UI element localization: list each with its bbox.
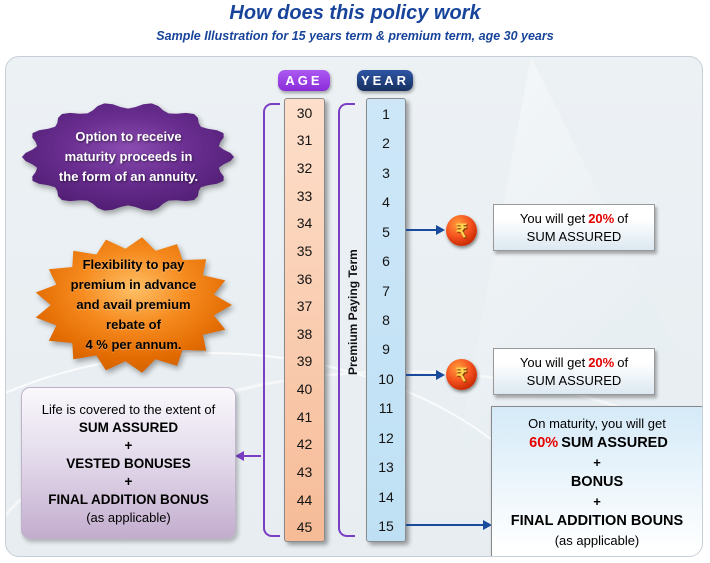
year-column-header: YEAR (357, 70, 413, 91)
age-cell: 37 (296, 298, 313, 315)
payout-box-year5: You will get 20% of SUM ASSURED (493, 204, 655, 251)
age-column: 30 31 32 33 34 35 36 37 38 39 40 41 42 43 44 45 (284, 98, 325, 542)
age-cell: 41 (296, 408, 313, 425)
life-cover-arrowhead (235, 451, 244, 461)
age-cell: 34 (296, 215, 313, 232)
year-cell: 3 (382, 164, 390, 181)
age-cell: 31 (296, 132, 313, 149)
starburst-shape (22, 103, 234, 211)
year-cell: 5 (382, 223, 390, 240)
year-column: 1 2 3 4 5 6 7 8 9 10 11 12 13 14 15 (366, 98, 406, 542)
rupee-coin-icon: ₹ (446, 359, 477, 390)
year5-arrow-line (406, 229, 436, 231)
year-cell: 6 (382, 253, 390, 270)
life-cover-arrow-line (243, 455, 261, 457)
age-bracket (263, 103, 280, 537)
year-cell: 14 (378, 488, 394, 505)
year5-arrowhead (436, 225, 445, 235)
maturity-arrowhead (483, 520, 492, 530)
age-cell: 30 (296, 104, 313, 121)
page-subtitle: Sample Illustration for 15 years term & … (156, 29, 554, 43)
year-cell: 2 (382, 135, 390, 152)
year-cell: 12 (378, 429, 394, 446)
background-arc (6, 370, 702, 556)
age-cell: 44 (296, 491, 313, 508)
age-cell: 43 (296, 463, 313, 480)
flexibility-burst-text: Flexibility to pay premium in advance an… (70, 256, 197, 353)
annuity-burst-text: Option to receive maturity proceeds in t… (58, 128, 199, 185)
year-cell: 13 (378, 459, 394, 476)
life-cover-box: Life is covered to the extent of SUM ASS… (21, 387, 236, 539)
annuity-starburst: Option to receive maturity proceeds in t… (16, 98, 241, 216)
age-cell: 32 (296, 160, 313, 177)
premium-paying-term-label: Premium Paying Term (346, 249, 360, 375)
maturity-arrow-line (406, 524, 483, 526)
age-cell: 42 (296, 436, 313, 453)
age-column-header: AGE (278, 70, 330, 91)
age-cell: 35 (296, 242, 313, 259)
age-cell: 40 (296, 381, 313, 398)
age-cell: 45 (296, 519, 313, 536)
year-cell: 7 (382, 282, 390, 299)
payout-box-year10: You will get 20% of SUM ASSURED (493, 348, 655, 395)
maturity-box: On maturity, you will get 60% SUM ASSURED… (491, 406, 702, 556)
year10-arrowhead (436, 370, 445, 380)
flexibility-starburst: Flexibility to pay premium in advance an… (31, 234, 236, 376)
age-cell: 33 (296, 187, 313, 204)
year-cell: 15 (378, 518, 394, 535)
year-cell: 9 (382, 341, 390, 358)
diagram-canvas: AGE YEAR 30 31 32 33 34 35 36 37 38 39 40 41 42 43 44 4… (5, 56, 703, 557)
year10-arrow-line (406, 374, 436, 376)
year-bracket (338, 103, 355, 537)
age-cell: 36 (296, 270, 313, 287)
starburst-shape (35, 237, 233, 373)
age-cell: 38 (296, 325, 313, 342)
rupee-coin-icon: ₹ (446, 215, 477, 246)
year-cell: 1 (382, 105, 390, 122)
page-title: How does this policy work (229, 2, 481, 24)
year-cell: 4 (382, 194, 390, 211)
age-cell: 39 (296, 353, 313, 370)
year-cell: 8 (382, 312, 390, 329)
year-cell: 11 (378, 400, 394, 417)
year-cell: 10 (378, 370, 394, 387)
